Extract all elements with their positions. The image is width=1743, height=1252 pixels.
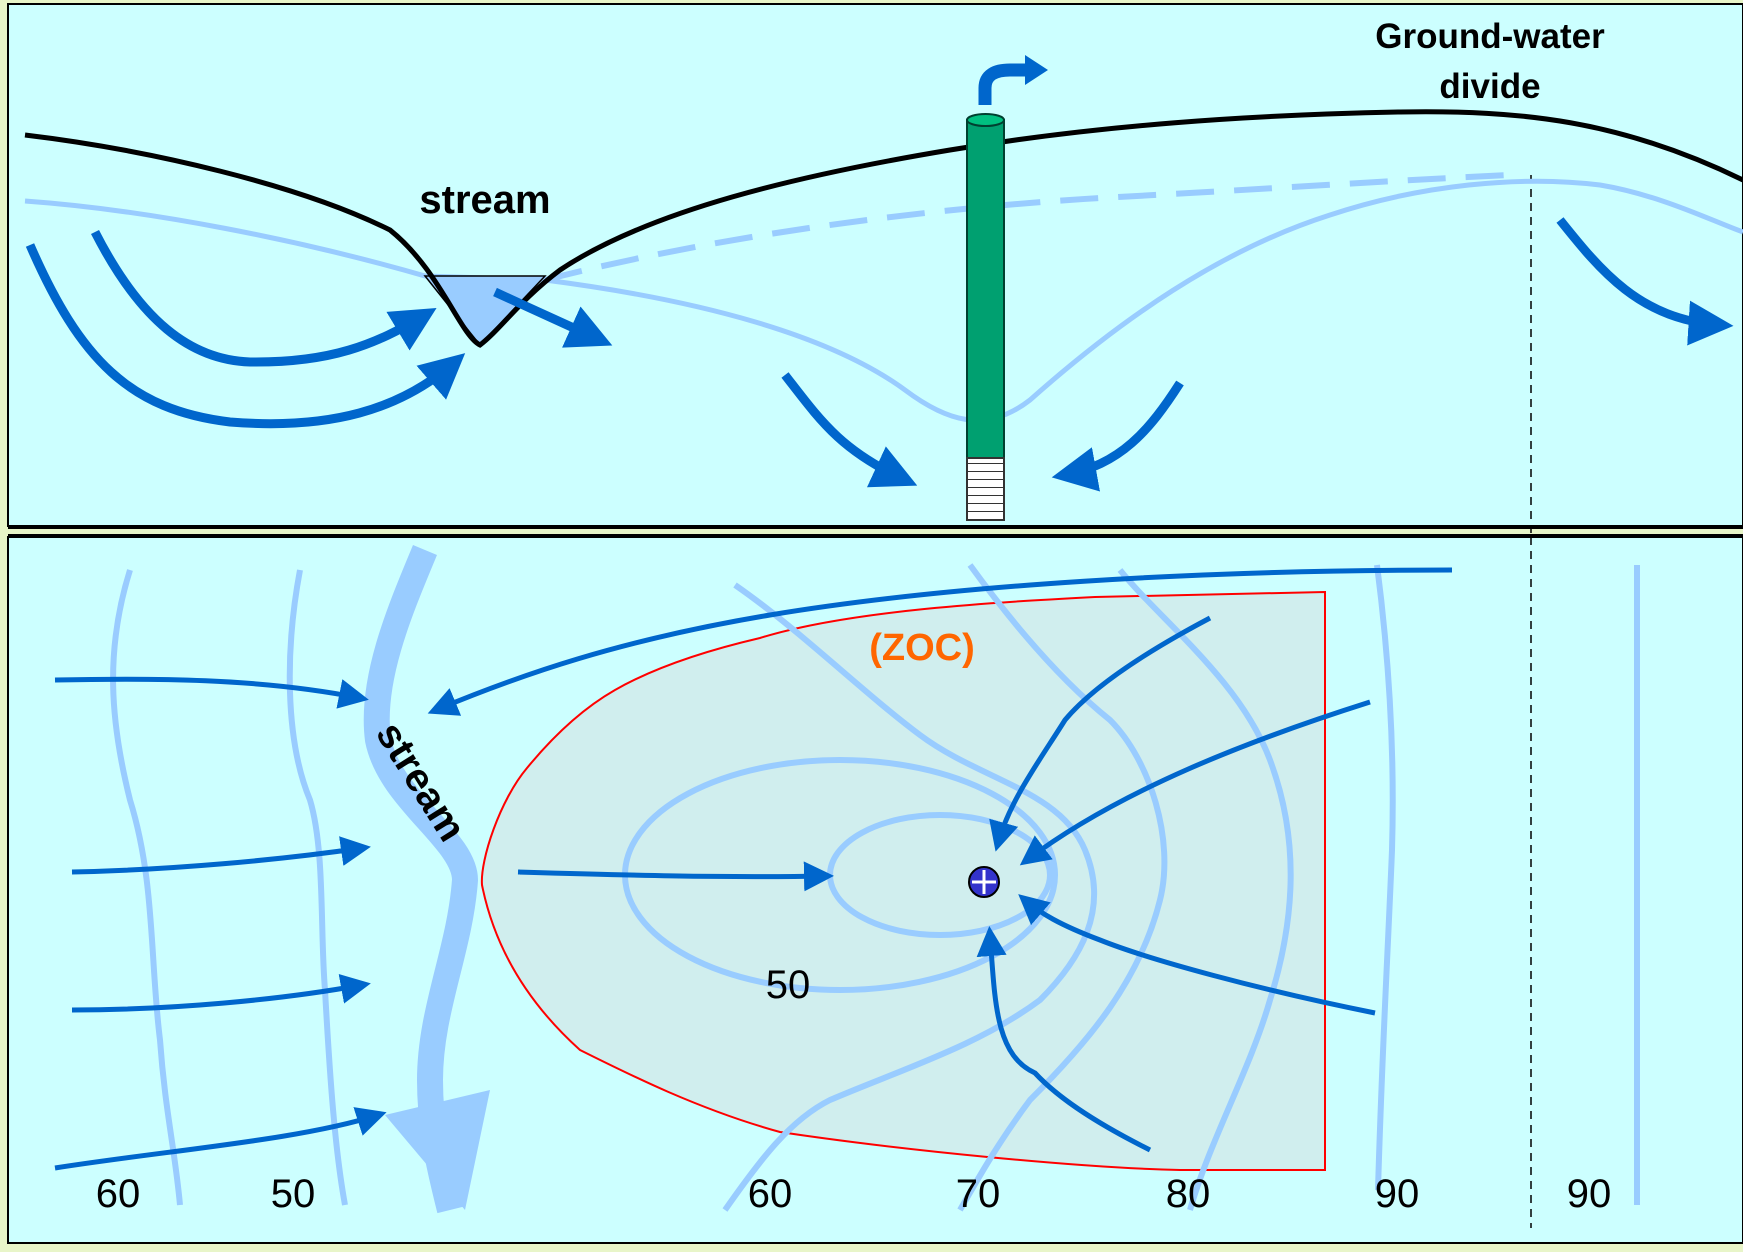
land-surface bbox=[24, 109, 1743, 348]
well-discharge-pipe bbox=[978, 63, 1030, 105]
plan-arrow-to-well-left bbox=[517, 861, 834, 892]
flow-arrow-from-stream bbox=[493, 287, 613, 348]
contour-label-60: 60 bbox=[748, 1172, 793, 1216]
contour-90-left bbox=[1374, 564, 1396, 1191]
contour-80 bbox=[1117, 568, 1294, 1211]
well-discharge-arrow bbox=[1025, 55, 1048, 85]
contour-label-80: 80 bbox=[1166, 1172, 1211, 1216]
cross-section-background bbox=[7, 3, 1743, 527]
contour-label-90-right: 90 bbox=[1567, 1172, 1612, 1216]
contour-label-90-left: 90 bbox=[1375, 1172, 1420, 1216]
plan-flow-arrows bbox=[54, 567, 1453, 1171]
contour-70 bbox=[957, 563, 1168, 1212]
cross-section-stream-label: stream bbox=[419, 178, 550, 222]
flow-arrow-to-well-right bbox=[1051, 380, 1184, 492]
plan-arrow-to-well-s bbox=[976, 926, 1152, 1153]
contour-label-60-left: 60 bbox=[96, 1172, 141, 1216]
plan-view-panel: stream (ZOC) 50 60 50 60 70 80 90 bbox=[7, 536, 1743, 1244]
contour-label-50-inner: 50 bbox=[766, 963, 811, 1007]
water-table-pumping bbox=[24, 178, 1743, 423]
plan-arrow-to-well-nw bbox=[989, 615, 1212, 852]
plan-arrow-to-well-ne bbox=[1019, 699, 1371, 866]
plan-arrow-3 bbox=[71, 974, 371, 1013]
plan-arrow-4 bbox=[54, 1107, 387, 1171]
plan-arrow-1 bbox=[54, 676, 369, 709]
flow-arrow-to-stream-1 bbox=[90, 229, 437, 367]
flow-arrow-beyond-divide bbox=[1556, 217, 1734, 346]
pumping-well bbox=[966, 55, 1048, 521]
well-plan-symbol bbox=[968, 866, 1000, 898]
well-screen bbox=[966, 457, 1005, 521]
flow-arrow-to-well-left bbox=[781, 372, 918, 488]
divide-label-line2: divide bbox=[1439, 67, 1540, 106]
plan-arrow-2 bbox=[71, 836, 371, 875]
flow-arrow-to-stream-2 bbox=[25, 243, 466, 429]
plan-arrow-to-well-se bbox=[1018, 894, 1376, 1016]
well-top bbox=[966, 113, 1005, 127]
contour-label-50-left: 50 bbox=[271, 1172, 316, 1216]
contour-label-70: 70 bbox=[956, 1172, 1001, 1216]
zone-of-contribution bbox=[480, 590, 1326, 1171]
plan-arrow-top-to-stream bbox=[427, 567, 1453, 716]
well-casing bbox=[966, 119, 1005, 461]
contour-60 bbox=[722, 582, 1098, 1212]
stream-flow-arrowhead bbox=[385, 1090, 490, 1210]
zoc-label: (ZOC) bbox=[869, 627, 975, 669]
water-table-prepumping bbox=[544, 172, 1511, 283]
divide-label-line1: Ground-water bbox=[1375, 17, 1605, 56]
cross-section-panel: stream Ground-water divide bbox=[7, 3, 1743, 1228]
